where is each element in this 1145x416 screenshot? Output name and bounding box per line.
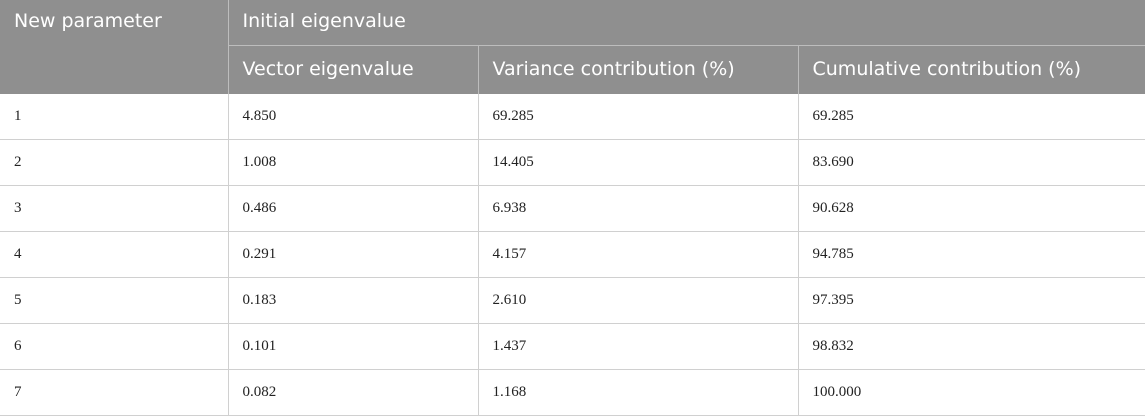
table-row: 6 0.101 1.437 98.832 [0, 323, 1145, 370]
table-row: 7 0.082 1.168 100.000 [0, 369, 1145, 416]
table-cell: 100.000 [797, 369, 1145, 416]
table-cell: 14.405 [477, 139, 798, 186]
table-cell: 0.291 [227, 231, 478, 278]
table-cell: 4.850 [227, 94, 478, 140]
table-cell: 0.486 [227, 185, 478, 232]
table-cell: 0.101 [227, 323, 478, 370]
table-cell: 97.395 [797, 277, 1145, 324]
table-cell: 0.082 [227, 369, 478, 416]
table-cell: 6.938 [477, 185, 798, 232]
table-cell: 1 [0, 94, 228, 140]
table-cell: 0.183 [227, 277, 478, 324]
table-cell: 6 [0, 323, 228, 370]
column-header: Vector eigenvalue [227, 45, 478, 94]
table-row: 3 0.486 6.938 90.628 [0, 185, 1145, 232]
table-row: 1 4.850 69.285 69.285 [0, 94, 1145, 140]
table-cell: 90.628 [797, 185, 1145, 232]
table-row: 5 0.183 2.610 97.395 [0, 277, 1145, 324]
table-cell: 4.157 [477, 231, 798, 278]
table-cell: 1.168 [477, 369, 798, 416]
table-cell: 4 [0, 231, 228, 278]
table-cell: 94.785 [797, 231, 1145, 278]
table-cell: 5 [0, 277, 228, 324]
table-cell: 69.285 [477, 94, 798, 140]
table-cell: 1.437 [477, 323, 798, 370]
table-cell: 98.832 [797, 323, 1145, 370]
column-header: Variance contribution (%) [477, 45, 798, 94]
column-header: Cumulative contribution (%) [797, 45, 1145, 94]
table-cell: 2 [0, 139, 228, 186]
group-header: Initial eigenvalue [227, 0, 1145, 46]
table-row: 4 0.291 4.157 94.785 [0, 231, 1145, 278]
table-cell: 1.008 [227, 139, 478, 186]
table-cell: 69.285 [797, 94, 1145, 140]
table-cell: 83.690 [797, 139, 1145, 186]
table-cell: 3 [0, 185, 228, 232]
table-cell: 2.610 [477, 277, 798, 324]
table-row: 2 1.008 14.405 83.690 [0, 139, 1145, 186]
table-cell: 7 [0, 369, 228, 416]
first-column-header: New parameter [0, 0, 228, 94]
